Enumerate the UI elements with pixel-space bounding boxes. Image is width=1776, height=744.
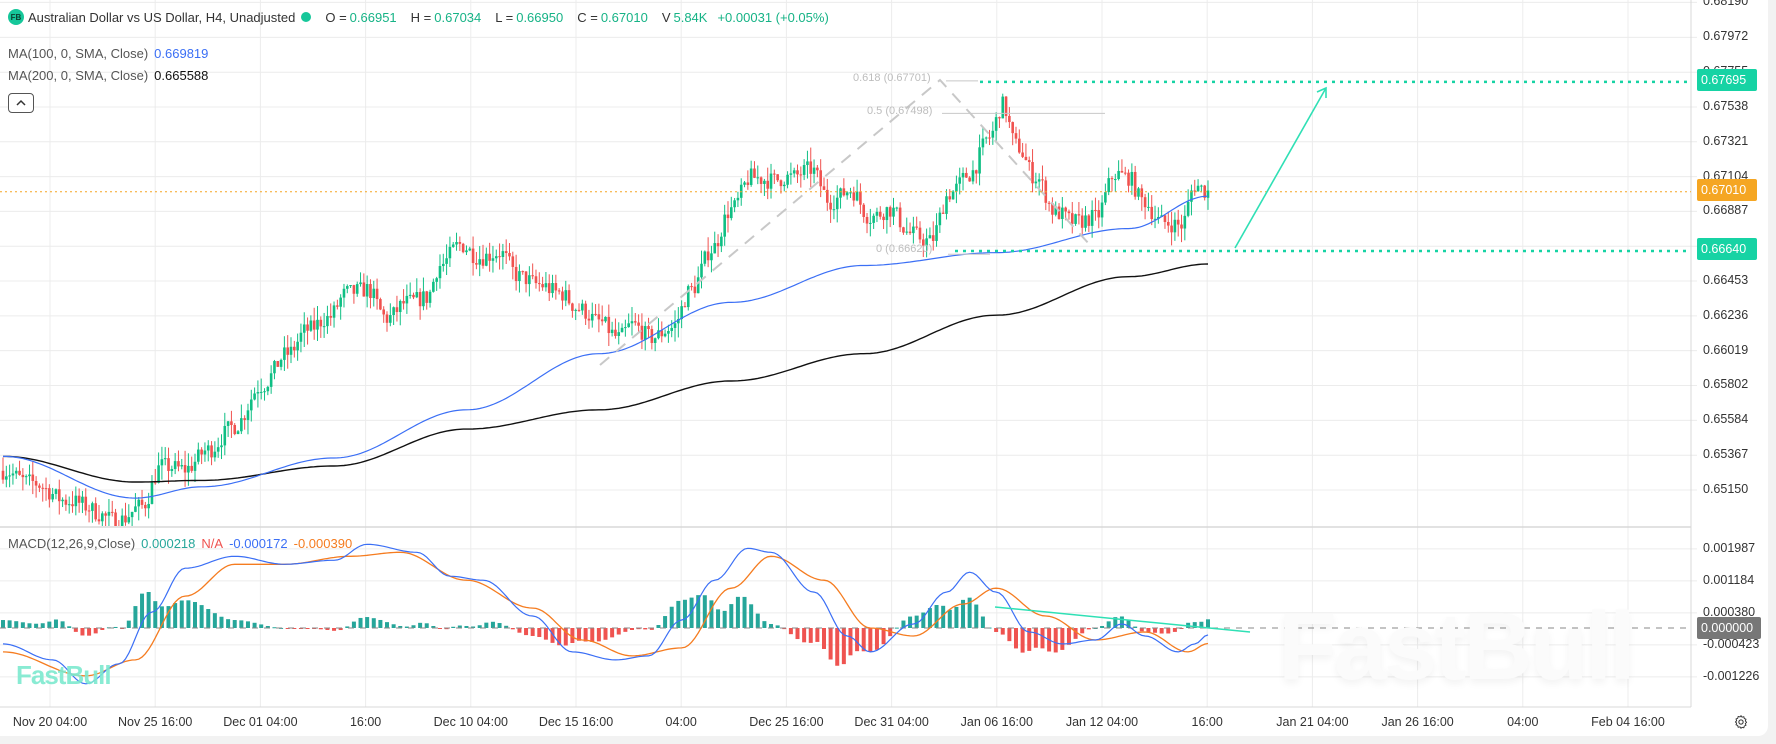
macd-line-value: -0.000172: [229, 536, 288, 551]
support-price-tag: 0.66640: [1697, 238, 1757, 260]
macd-axis-label: -0.001226: [1703, 668, 1760, 683]
open-label: O =: [325, 9, 347, 25]
time-axis-label: 04:00: [1507, 715, 1539, 729]
price-axis-label: 0.67321: [1703, 133, 1749, 148]
price-axis-label: 0.66019: [1703, 342, 1749, 357]
low-label: L =: [495, 9, 514, 25]
price-axis-label: 0.66887: [1703, 203, 1749, 218]
fib-trend-dashed-line: [599, 78, 1091, 366]
high-label: H =: [410, 9, 432, 25]
macd-zero-tag: 0.000000: [1697, 617, 1761, 639]
price-axis-label: 0.68190: [1703, 0, 1749, 9]
macd-hist-value: 0.000218: [141, 536, 196, 551]
market-status-dot-icon: [301, 12, 312, 22]
low-value: 0.66950: [516, 9, 564, 25]
ma100-label: MA(100, 0, SMA, Close): [8, 46, 149, 61]
ma100-legend[interactable]: MA(100, 0, SMA, Close) 0.669819: [8, 46, 208, 61]
price-axis-label: 0.67538: [1703, 99, 1749, 113]
macd-signal-value: -0.000390: [293, 536, 353, 551]
time-axis-label: Jan 12 04:00: [1065, 715, 1139, 729]
time-axis-label: Feb 04 16:00: [1591, 715, 1665, 729]
resistance-price-tag: 0.67695: [1697, 69, 1757, 91]
ma200-label: MA(200, 0, SMA, Close): [8, 68, 149, 83]
close-label: C =: [577, 9, 598, 25]
macd-label: MACD(12,26,9,Close): [8, 536, 136, 551]
volume-value: 5.84K: [673, 9, 708, 25]
time-axis-label: Dec 01 04:00: [223, 715, 298, 729]
price-axis-label: 0.65150: [1703, 482, 1749, 497]
macd-axis-label: 0.001987: [1703, 540, 1756, 555]
candlesticks: [1, 93, 1210, 526]
collapse-legend-button[interactable]: [8, 93, 34, 113]
macd-axis-label: 0.001184: [1703, 572, 1755, 587]
symbol-legend: FB Australian Dollar vs US Dollar, H4, U…: [8, 9, 829, 25]
time-axis-label: Jan 06 16:00: [960, 715, 1033, 729]
time-axis-label: Jan 26 16:00: [1381, 715, 1454, 729]
chevron-up-icon: [16, 99, 26, 106]
open-value: 0.66951: [349, 9, 397, 25]
moving-averages: [3, 195, 1209, 499]
time-axis-label: 16:00: [349, 715, 382, 729]
time-axis-label: Dec 25 16:00: [749, 715, 824, 729]
fib-level-05-label: 0.5 (0.67498): [867, 105, 933, 117]
ma200-line: [3, 263, 1209, 483]
time-axis-label: 16:00: [1191, 715, 1223, 729]
ma100-line: [3, 195, 1209, 499]
price-axis-label: 0.66453: [1703, 273, 1749, 288]
price-axis-label: 0.67972: [1703, 29, 1749, 44]
macd-legend[interactable]: MACD(12,26,9,Close) 0.000218 N/A -0.0001…: [8, 536, 352, 551]
last-price-tag: 0.67010: [1697, 179, 1757, 201]
time-axis-label: Nov 20 04:00: [12, 715, 88, 729]
time-axis-label: Nov 25 16:00: [118, 715, 193, 729]
fastbull-logo-icon: FB: [8, 9, 24, 25]
time-axis-label: Dec 10 04:00: [433, 715, 508, 729]
macd-signal-line: [2, 551, 1209, 677]
price-axis-label: 0.65584: [1703, 412, 1749, 427]
macd-pane: [0, 543, 1691, 685]
macd-trendline: [994, 606, 1251, 633]
macd-line: [2, 543, 1209, 685]
projection-arrow: [1234, 87, 1327, 249]
fastbull-watermark-small: FastBull: [16, 660, 112, 690]
change-value: +0.00031 (+0.05%): [717, 9, 829, 25]
fib-level-0-label: 0 (0.66620): [876, 243, 933, 255]
macd-axis-label: 0.000380: [1703, 604, 1756, 619]
close-value: 0.67010: [600, 9, 648, 25]
ma200-legend[interactable]: MA(200, 0, SMA, Close) 0.665588: [8, 68, 208, 83]
symbol-title: Australian Dollar vs US Dollar, H4, Unad…: [28, 9, 296, 25]
volume-label: V: [661, 9, 671, 25]
drawings: [0, 78, 1691, 366]
high-value: 0.67034: [434, 9, 482, 25]
settings-gear-icon[interactable]: [1733, 714, 1749, 730]
price-axis-label: 0.65802: [1703, 377, 1749, 392]
time-axis-label: Jan 21 04:00: [1276, 715, 1349, 729]
macd-na-value: N/A: [201, 536, 224, 551]
ma100-value: 0.669819: [154, 46, 209, 61]
time-axis-label: 04:00: [665, 715, 697, 729]
ma200-value: 0.665588: [154, 68, 209, 83]
macd-axis-label: -0.000423: [1703, 636, 1760, 651]
price-axis-label: 0.66236: [1703, 307, 1749, 322]
price-axis-label: 0.65367: [1703, 447, 1749, 462]
fastbull-watermark-large: FastBull: [1278, 593, 1636, 700]
time-axis-label: Dec 15 16:00: [538, 715, 614, 729]
grid: [0, 0, 1697, 708]
time-axis-label: Dec 31 04:00: [854, 715, 929, 729]
fib-level-0618-label: 0.618 (0.67701): [853, 72, 931, 84]
